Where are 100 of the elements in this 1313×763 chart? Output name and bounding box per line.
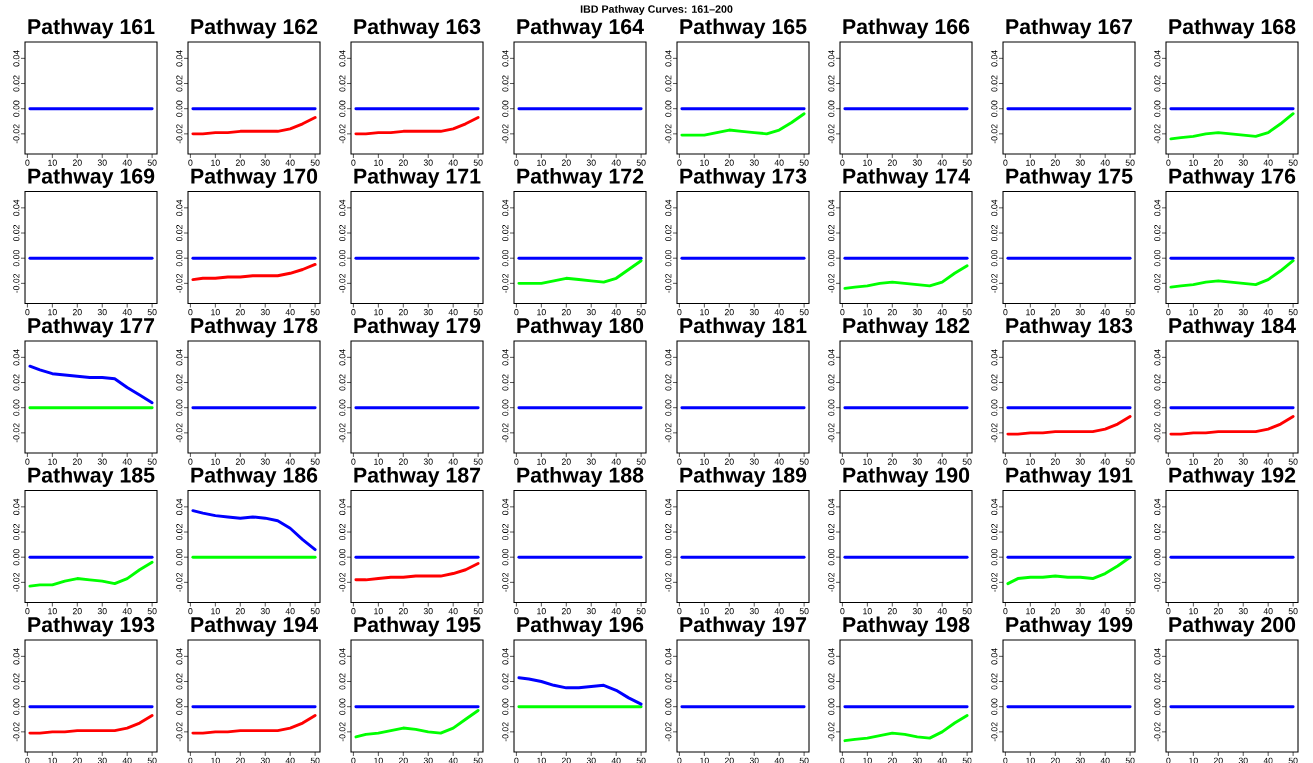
chart-title: Pathway 173: [680, 168, 807, 188]
x-tick-label: 0: [351, 309, 356, 316]
x-tick-label: 0: [840, 458, 845, 465]
x-tick-label: 40: [774, 757, 784, 763]
x-tick-label: 30: [97, 458, 107, 465]
x-tick-label: 0: [188, 458, 193, 465]
y-tick-label: 0.04: [502, 349, 509, 366]
y-tick-label: 0.02: [1154, 225, 1161, 242]
x-tick-label: 40: [448, 309, 458, 316]
x-tick-label: 10: [863, 608, 872, 615]
line-series: [843, 264, 969, 290]
x-tick-label: 30: [586, 458, 596, 465]
x-tick-label: 0: [840, 309, 845, 316]
y-tick-label: 0.04: [991, 50, 998, 67]
x-tick-label: 0: [1166, 608, 1171, 615]
y-tick-label: 0.00: [665, 399, 672, 416]
x-tick-label: 30: [260, 608, 270, 615]
y-tick-label: -0.02: [1154, 722, 1161, 742]
x-tick-label: 10: [1026, 458, 1035, 465]
x-tick-label: 40: [1263, 608, 1273, 615]
chart-title: Pathway 162: [191, 18, 318, 39]
y-tick-label: 0.04: [176, 648, 183, 665]
y-tick-label: 0.02: [991, 374, 998, 391]
x-tick-label: 0: [1166, 458, 1171, 465]
x-tick-label: 20: [1050, 608, 1060, 615]
x-tick-label: 0: [1003, 757, 1008, 763]
x-tick-label: 10: [48, 757, 57, 763]
chart-title: Pathway 193: [28, 616, 155, 637]
x-tick-label: 0: [840, 757, 845, 763]
x-tick-label: 10: [1026, 608, 1035, 615]
x-tick-label: 30: [423, 608, 433, 615]
y-tick-label: 0.02: [13, 75, 20, 92]
y-tick-label: -0.02: [339, 273, 346, 293]
x-tick-label: 10: [211, 458, 220, 465]
x-tick-label: 10: [700, 159, 709, 166]
chart-title: Pathway 167: [1006, 18, 1133, 39]
x-tick-label: 10: [537, 458, 546, 465]
x-tick-label: 40: [285, 757, 295, 763]
chart-title: Pathway 199: [1006, 616, 1133, 637]
chart-title: Pathway 170: [191, 168, 318, 188]
x-tick-label: 0: [1166, 159, 1171, 166]
x-tick-label: 0: [25, 309, 30, 316]
y-tick-label: 0.04: [13, 349, 20, 366]
chart-title: Pathway 185: [28, 467, 155, 487]
x-tick-label: 10: [537, 757, 546, 763]
x-tick-label: 30: [1075, 159, 1085, 166]
y-tick-label: 0.04: [828, 349, 835, 366]
chart-title: Pathway 190: [843, 467, 970, 487]
chart-title: Pathway 191: [1006, 467, 1133, 487]
x-tick-label: 0: [677, 309, 682, 316]
x-tick-label: 20: [72, 309, 82, 316]
x-tick-label: 20: [1213, 159, 1223, 166]
x-tick-label: 30: [1075, 309, 1085, 316]
x-tick-label: 40: [1100, 159, 1110, 166]
x-tick-label: 40: [937, 458, 947, 465]
x-tick-label: 0: [351, 159, 356, 166]
x-tick-label: 40: [1100, 458, 1110, 465]
x-tick-label: 20: [235, 159, 245, 166]
x-tick-label: 50: [473, 757, 483, 763]
x-tick-label: 20: [724, 159, 734, 166]
y-tick-label: -0.02: [339, 124, 346, 144]
x-tick-label: 20: [561, 458, 571, 465]
x-tick-label: 0: [1003, 159, 1008, 166]
x-tick-label: 40: [774, 608, 784, 615]
x-tick-label: 30: [1238, 757, 1248, 763]
y-tick-label: -0.02: [13, 722, 20, 742]
chart-title: Pathway 165: [680, 18, 807, 39]
x-tick-label: 20: [887, 608, 897, 615]
y-tick-label: 0.04: [502, 50, 509, 67]
x-tick-label: 20: [561, 159, 571, 166]
y-tick-label: -0.02: [502, 572, 509, 592]
y-tick-label: 0.00: [665, 549, 672, 566]
x-tick-label: 10: [374, 458, 383, 465]
y-tick-label: 0.00: [176, 549, 183, 566]
x-tick-label: 10: [1189, 608, 1198, 615]
y-tick-label: 0.04: [828, 50, 835, 67]
x-tick-label: 40: [1100, 608, 1110, 615]
y-tick-label: 0.04: [339, 498, 346, 515]
y-tick-label: 0.00: [13, 250, 20, 267]
y-tick-label: 0.02: [991, 673, 998, 690]
y-tick-label: 0.00: [502, 399, 509, 416]
y-tick-label: -0.02: [1154, 572, 1161, 592]
x-tick-label: 40: [122, 608, 132, 615]
y-tick-label: 0.00: [339, 250, 346, 267]
y-tick-label: -0.02: [991, 572, 998, 592]
x-tick-label: 50: [636, 309, 646, 316]
y-tick-label: 0.04: [176, 349, 183, 366]
x-tick-label: 40: [1100, 757, 1110, 763]
x-tick-label: 20: [1213, 309, 1223, 316]
x-tick-label: 20: [887, 309, 897, 316]
y-tick-label: -0.02: [339, 572, 346, 592]
x-tick-label: 10: [700, 309, 709, 316]
x-tick-label: 0: [25, 757, 30, 763]
line-series: [191, 509, 317, 552]
x-tick-label: 10: [48, 458, 57, 465]
y-tick-label: -0.02: [339, 423, 346, 443]
y-tick-label: -0.02: [502, 423, 509, 443]
y-tick-label: 0.00: [828, 100, 835, 117]
chart-title: Pathway 192: [1169, 467, 1296, 487]
x-tick-label: 30: [97, 757, 107, 763]
